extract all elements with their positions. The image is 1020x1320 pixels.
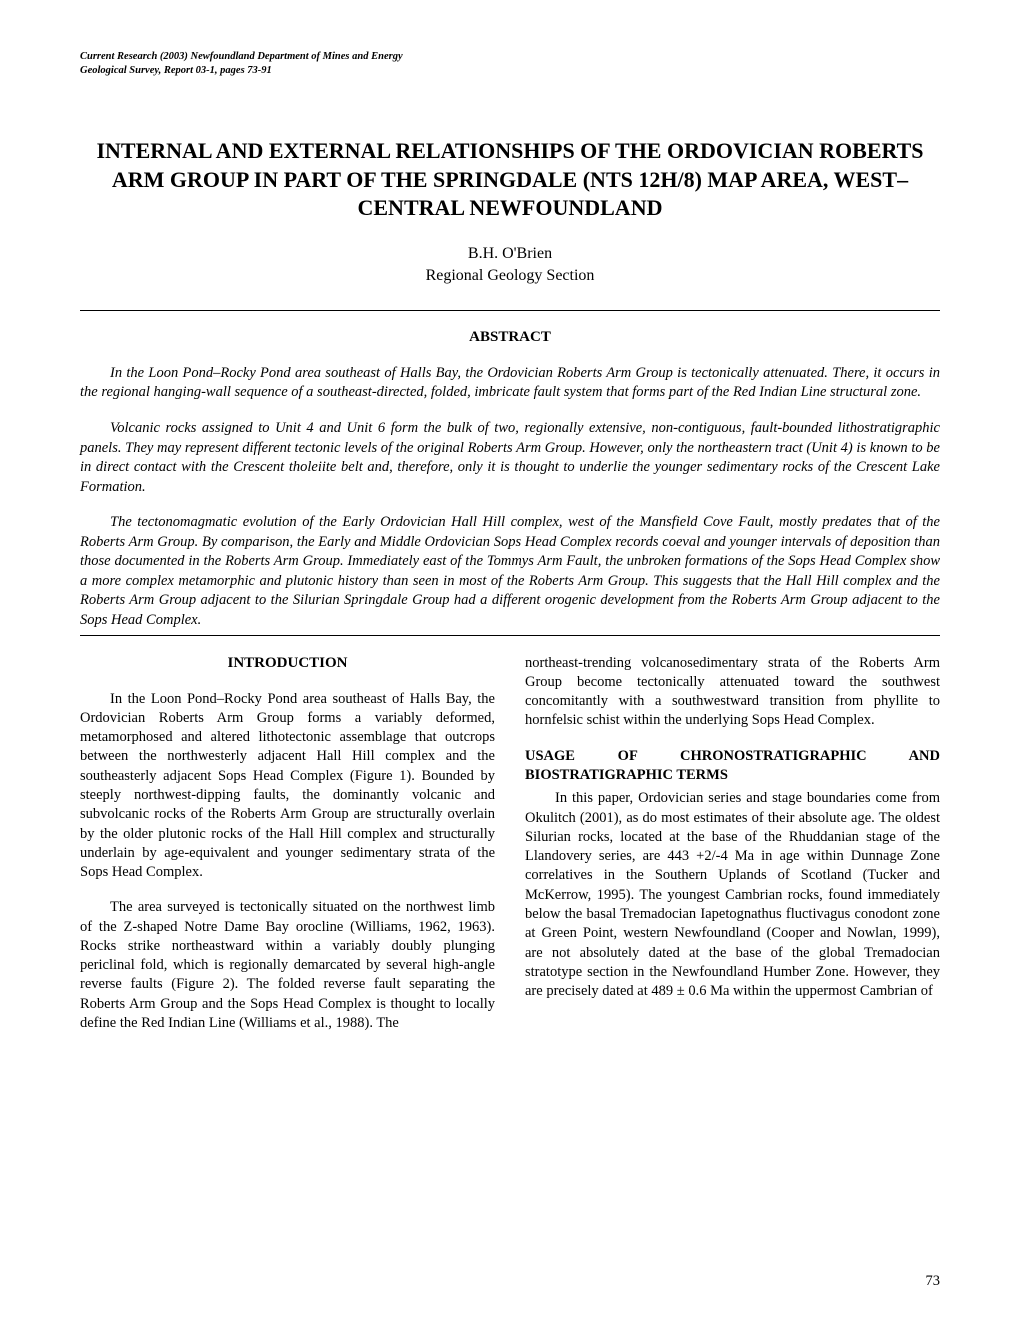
- citation-line-1: Current Research (2003) Newfoundland Dep…: [80, 50, 940, 64]
- top-divider: [80, 310, 940, 311]
- body-columns: INTRODUCTION In the Loon Pond–Rocky Pond…: [80, 654, 940, 1050]
- usage-heading: USAGE OF CHRONOSTRATIGRAPHIC AND BIOSTRA…: [525, 747, 940, 786]
- usage-para-1: In this paper, Ordovician series and sta…: [525, 789, 940, 1001]
- abstract-heading: ABSTRACT: [80, 329, 940, 346]
- abstract-para-3: The tectonomagmatic evolution of the Ear…: [80, 513, 940, 630]
- paper-title: INTERNAL AND EXTERNAL RELATIONSHIPS OF T…: [80, 137, 940, 223]
- bottom-divider: [80, 635, 940, 636]
- abstract-body: In the Loon Pond–Rocky Pond area southea…: [80, 364, 940, 631]
- citation-header: Current Research (2003) Newfoundland Dep…: [80, 50, 940, 77]
- author-section: B.H. O'Brien Regional Geology Section: [80, 243, 940, 288]
- intro-para-1: In the Loon Pond–Rocky Pond area southea…: [80, 690, 495, 883]
- intro-para-2: The area surveyed is tectonically situat…: [80, 898, 495, 1033]
- citation-line-2: Geological Survey, Report 03-1, pages 73…: [80, 64, 940, 78]
- abstract-para-1: In the Loon Pond–Rocky Pond area southea…: [80, 364, 940, 403]
- intro-para-2-continued: northeast-trending volcanosedimentary st…: [525, 654, 940, 731]
- author-name: B.H. O'Brien: [80, 243, 940, 265]
- page-number: 73: [926, 1273, 941, 1290]
- right-column: northeast-trending volcanosedimentary st…: [525, 654, 940, 1050]
- left-column: INTRODUCTION In the Loon Pond–Rocky Pond…: [80, 654, 495, 1050]
- author-affiliation: Regional Geology Section: [80, 265, 940, 287]
- introduction-heading: INTRODUCTION: [80, 654, 495, 674]
- abstract-para-2: Volcanic rocks assigned to Unit 4 and Un…: [80, 419, 940, 497]
